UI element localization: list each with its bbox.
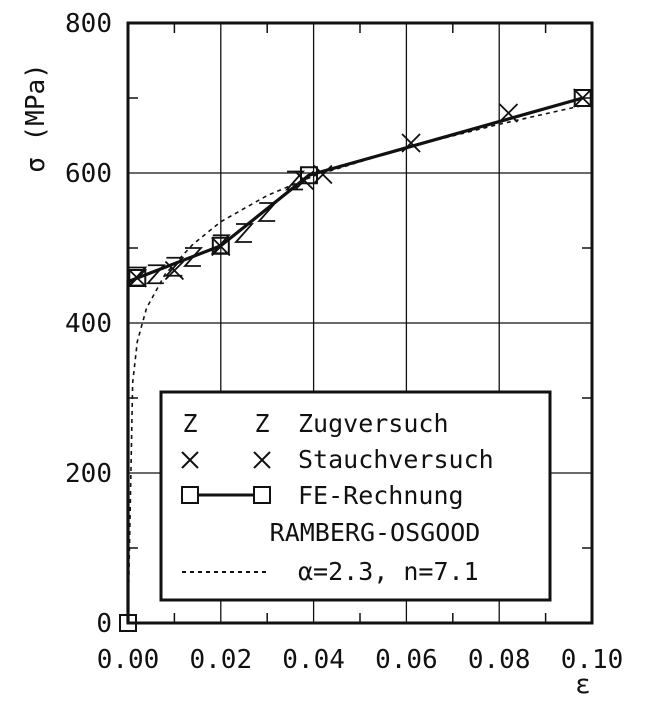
legend: Z Z Zugversuch Stauchversuch FE-Rechnung… — [159, 390, 552, 602]
fe-rechnung-point — [299, 166, 318, 185]
stauchversuch-point — [498, 103, 519, 123]
legend-marker-z: Z — [182, 409, 197, 438]
stauchversuch-point — [164, 260, 185, 281]
zugversuch-point — [285, 170, 306, 191]
legend-label-stauchversuch: Stauchversuch — [298, 445, 494, 474]
x-tick-label: 0.00 — [97, 645, 160, 675]
y-tick-label: 400 — [65, 309, 112, 339]
stauchversuch-point — [401, 133, 421, 153]
zugversuch-point — [145, 264, 166, 285]
x-axis-label: ε — [575, 670, 591, 700]
zugversuch-point — [257, 202, 278, 222]
y-tick-label: 800 — [65, 9, 112, 39]
legend-entry-zugversuch: Z Z Zugversuch — [182, 409, 448, 438]
legend-entry-fe-rechnung: FE-Rechnung — [181, 481, 464, 510]
stauchversuch-point — [313, 164, 333, 185]
legend-marker-x — [253, 451, 271, 469]
fe-rechnung-point — [573, 89, 592, 107]
x-tick-label: 0.04 — [282, 645, 345, 675]
x-tick-label: 0.10 — [561, 645, 624, 675]
stauchversuch-point — [294, 170, 314, 191]
zugversuch-point — [182, 247, 203, 267]
legend-marker-x — [181, 451, 199, 469]
y-tick-labels: 0 200 400 600 800 — [65, 9, 112, 639]
x-tick-label: 0.02 — [189, 645, 252, 675]
legend-label-ramberg-osgood: RAMBERG-OSGOOD — [270, 518, 481, 547]
legend-marker-z: Z — [254, 409, 269, 438]
stauchversuch-point — [573, 88, 593, 108]
x-tick-labels: 0.00 0.02 0.04 0.06 0.08 0.10 — [97, 645, 624, 675]
x-tick-label: 0.06 — [375, 645, 438, 675]
series-stauchversuch — [127, 88, 593, 288]
fe-rechnung-point — [119, 614, 137, 632]
zugversuch-point — [210, 234, 231, 255]
zugversuch-point — [127, 266, 148, 287]
legend-label-ro-params: α=2.3, n=7.1 — [298, 557, 479, 586]
legend-marker-square — [253, 486, 271, 504]
legend-entry-stauchversuch: Stauchversuch — [181, 445, 494, 474]
axis-ticks — [128, 23, 592, 623]
stauchversuch-point — [211, 236, 231, 257]
zugversuch-point — [233, 223, 255, 243]
zugversuch-point — [164, 256, 185, 277]
legend-label-zugversuch: Zugversuch — [298, 409, 449, 438]
y-tick-label: 200 — [65, 459, 112, 489]
y-axis-label: σ (MPa) — [21, 63, 51, 173]
legend-label-fe-rechnung: FE-Rechnung — [298, 481, 464, 510]
x-tick-label: 0.08 — [468, 645, 531, 675]
legend-marker-square — [181, 486, 199, 504]
stauchversuch-point — [127, 268, 147, 288]
series-zugversuch — [127, 170, 306, 287]
y-tick-label: 600 — [65, 159, 112, 189]
legend-entry-ramberg-osgood: α=2.3, n=7.1 — [182, 557, 479, 586]
y-tick-label: 0 — [96, 609, 112, 639]
